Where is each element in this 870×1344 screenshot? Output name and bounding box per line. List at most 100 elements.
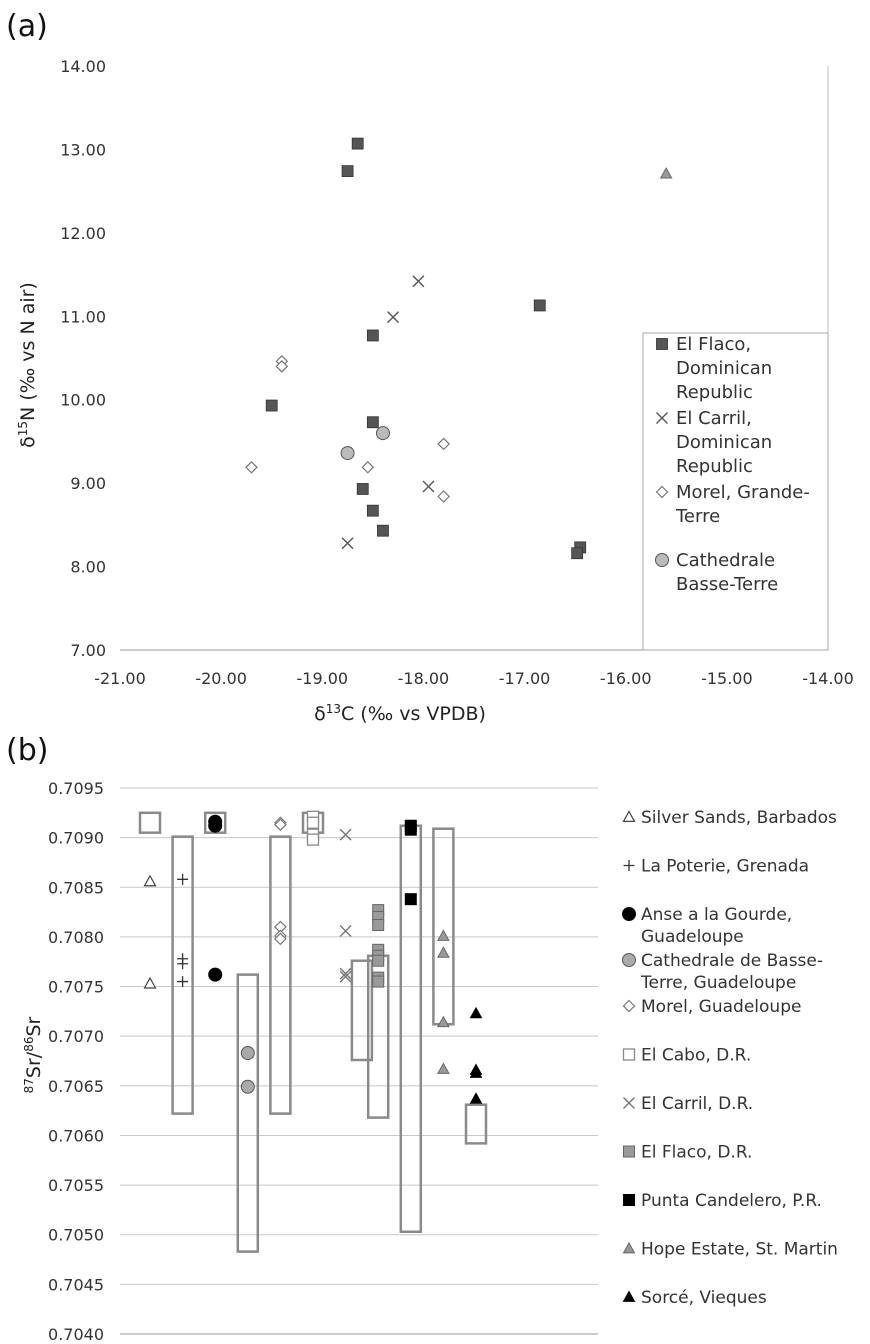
panel-a-points — [245, 137, 673, 560]
data-point — [265, 399, 278, 412]
panel-b-strontium: (b) 0.7040 0.7045 0.7050 0.7055 0.7060 0.7065… — [6, 733, 838, 1344]
x-tick-label: -14.00 — [802, 669, 854, 688]
data-point — [533, 299, 546, 312]
data-point — [366, 416, 379, 429]
panel-a-x-axis-label: δ13C (‰ vs VPDB) — [314, 702, 486, 725]
y-tick-label: 0.7050 — [48, 1226, 104, 1245]
x-tick-label: -19.00 — [296, 669, 348, 688]
range-box — [399, 824, 423, 1233]
y-tick-label: 0.7080 — [48, 928, 104, 947]
legend-box — [642, 332, 829, 651]
data-point — [404, 823, 417, 836]
data-point — [437, 1062, 450, 1074]
legend-marker — [655, 485, 669, 499]
legend-marker — [622, 1241, 636, 1254]
legend-marker — [622, 953, 636, 967]
x-tick-label: -21.00 — [94, 669, 146, 688]
y-tick-label: 0.7040 — [48, 1325, 104, 1344]
legend-label: Basse-Terre — [676, 574, 778, 595]
panel-a-y-axis-label: δ15N (‰ vs N air) — [16, 282, 39, 448]
y-tick-label: 0.7075 — [48, 978, 104, 997]
legend-marker — [623, 1097, 635, 1109]
legend-label: El Cabo, D.R. — [641, 1046, 751, 1066]
data-point — [341, 537, 354, 550]
data-point — [387, 311, 400, 324]
legend-marker — [656, 412, 668, 424]
legend-label: Anse a la Gourde, — [641, 905, 792, 925]
data-point — [339, 967, 352, 980]
data-point — [240, 1079, 255, 1094]
data-point — [366, 504, 379, 517]
y-tick-label: 0.7060 — [48, 1126, 104, 1145]
legend-marker — [623, 1194, 635, 1206]
data-point — [340, 446, 355, 461]
range-box — [464, 1103, 488, 1145]
legend-marker — [622, 999, 636, 1013]
legend-label: El Carril, — [676, 408, 752, 429]
panel-a-axes: -21.00 -20.00 -19.00 -18.00 -17.00 -16.00 -15.… — [60, 57, 854, 688]
data-point — [659, 167, 673, 179]
legend-marker — [623, 1145, 635, 1158]
data-point — [412, 275, 425, 288]
legend-label: Hope Estate, St. Martin — [641, 1240, 838, 1260]
legend-marker — [656, 338, 668, 350]
panel-b-label: (b) — [6, 733, 48, 768]
data-point — [422, 480, 435, 493]
data-point — [275, 359, 289, 373]
data-point — [356, 483, 369, 495]
legend-marker — [622, 1048, 636, 1061]
panel-b-axes: 0.7040 0.7045 0.7050 0.7055 0.7060 0.7065 0.70… — [48, 779, 598, 1344]
panel-b-points — [143, 810, 483, 1104]
range-box — [269, 835, 292, 1115]
legend-label: Silver Sands, Barbados — [641, 808, 837, 828]
range-box — [171, 835, 194, 1115]
panel-b-range-boxes — [138, 811, 488, 1253]
legend-label: Dominican — [676, 358, 772, 379]
panel-a-label: (a) — [6, 9, 48, 44]
data-point — [375, 426, 390, 441]
data-point — [437, 946, 450, 958]
x-tick-label: -15.00 — [701, 669, 753, 688]
y-tick-label: 11.00 — [60, 307, 106, 326]
x-tick-label: -20.00 — [195, 669, 247, 688]
data-point — [372, 954, 385, 967]
y-tick-label: 13.00 — [60, 140, 106, 159]
panel-b-y-axis-label: 87Sr/86Sr — [22, 1016, 45, 1093]
legend-label: Republic — [676, 382, 753, 403]
data-point — [177, 873, 189, 885]
data-point — [339, 970, 352, 983]
range-box — [350, 959, 374, 1062]
y-tick-label: 0.7055 — [48, 1176, 104, 1195]
panel-a-legend: El Flaco, Dominican Republic El Carril, Domi… — [642, 332, 829, 651]
data-point — [437, 490, 451, 503]
legend-marker — [622, 810, 636, 822]
data-point — [469, 1092, 483, 1104]
legend-label: Terre — [675, 506, 720, 527]
data-point — [437, 437, 451, 451]
data-point — [341, 165, 354, 178]
legend-label: El Flaco, — [676, 334, 751, 355]
legend-label: Morel, Grande- — [676, 482, 810, 503]
range-box — [138, 811, 162, 834]
y-tick-label: 0.7085 — [48, 878, 104, 897]
y-tick-label: 9.00 — [70, 474, 106, 493]
data-point — [377, 524, 389, 537]
data-point — [339, 924, 352, 937]
panel-a-scatter: (a) -21.00 -20.00 -19.00 -18.00 -17.00 -16.00… — [6, 9, 854, 725]
legend-label: Morel, Guadeloupe — [641, 997, 801, 1017]
data-point — [240, 1046, 255, 1061]
data-point — [437, 1015, 450, 1028]
y-tick-label: 10.00 — [60, 391, 106, 410]
x-tick-label: -16.00 — [600, 669, 652, 688]
data-point — [571, 547, 584, 560]
x-tick-label: -17.00 — [499, 669, 551, 688]
data-point — [469, 1006, 483, 1019]
data-point — [404, 893, 417, 906]
y-tick-label: 0.7090 — [48, 829, 104, 848]
legend-label: Cathedrale — [676, 550, 775, 571]
legend-label: Republic — [676, 456, 753, 477]
data-point — [469, 1066, 483, 1078]
data-point — [274, 932, 287, 946]
legend-label: La Poterie, Grenada — [641, 857, 809, 877]
data-point — [274, 818, 287, 832]
